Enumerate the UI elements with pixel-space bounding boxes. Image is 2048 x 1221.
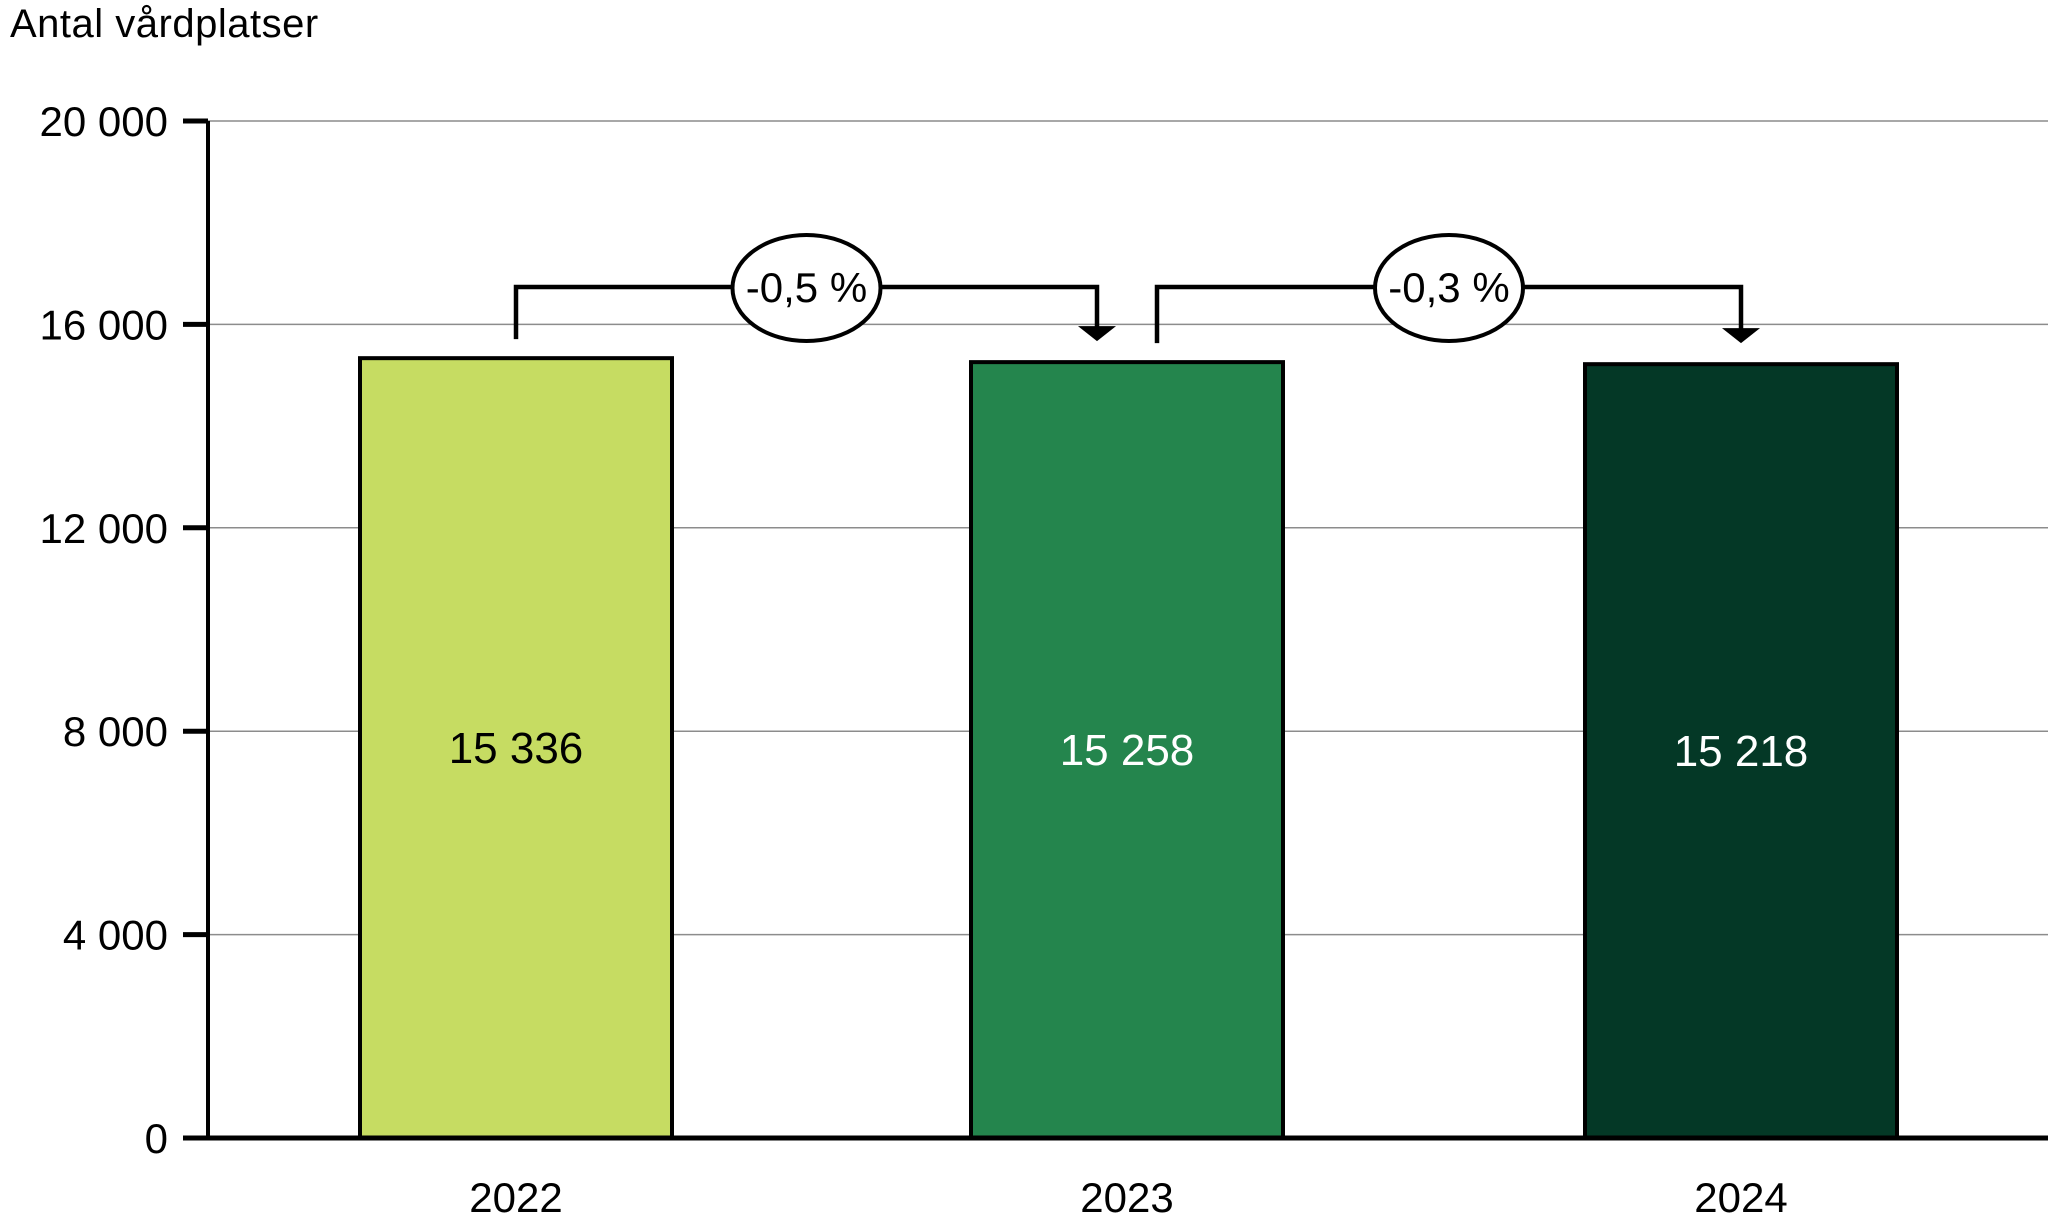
y-tick-label-8000: 8 000 — [63, 708, 168, 755]
x-category-label-2023: 2023 — [1080, 1174, 1173, 1221]
annotation-arrowhead-icon-0 — [1078, 326, 1116, 342]
x-category-label-2022: 2022 — [469, 1174, 562, 1221]
annotation-label-1: -0,3 % — [1388, 264, 1509, 311]
bar-value-label-2023: 15 258 — [1060, 726, 1195, 775]
bar-2023 — [969, 360, 1285, 1141]
bar-value-label-2024: 15 218 — [1674, 727, 1809, 776]
y-tick-label-16000: 16 000 — [40, 301, 168, 348]
y-tick-label-4000: 4 000 — [63, 912, 168, 959]
bar-2022 — [358, 356, 674, 1140]
y-tick-label-0: 0 — [145, 1115, 168, 1162]
y-tick-label-12000: 12 000 — [40, 505, 168, 552]
annotation-label-0: -0,5 % — [746, 264, 867, 311]
bar-2024 — [1583, 362, 1899, 1141]
annotation-ellipse-1 — [1373, 233, 1525, 343]
x-category-label-2024: 2024 — [1694, 1174, 1787, 1221]
chart-title: Antal vårdplatser — [10, 2, 319, 46]
y-tick-label-20000: 20 000 — [40, 98, 168, 145]
bar-value-label-2022: 15 336 — [449, 724, 584, 773]
annotation-ellipse-0 — [730, 233, 883, 343]
annotation-arrowhead-icon-1 — [1722, 328, 1760, 344]
